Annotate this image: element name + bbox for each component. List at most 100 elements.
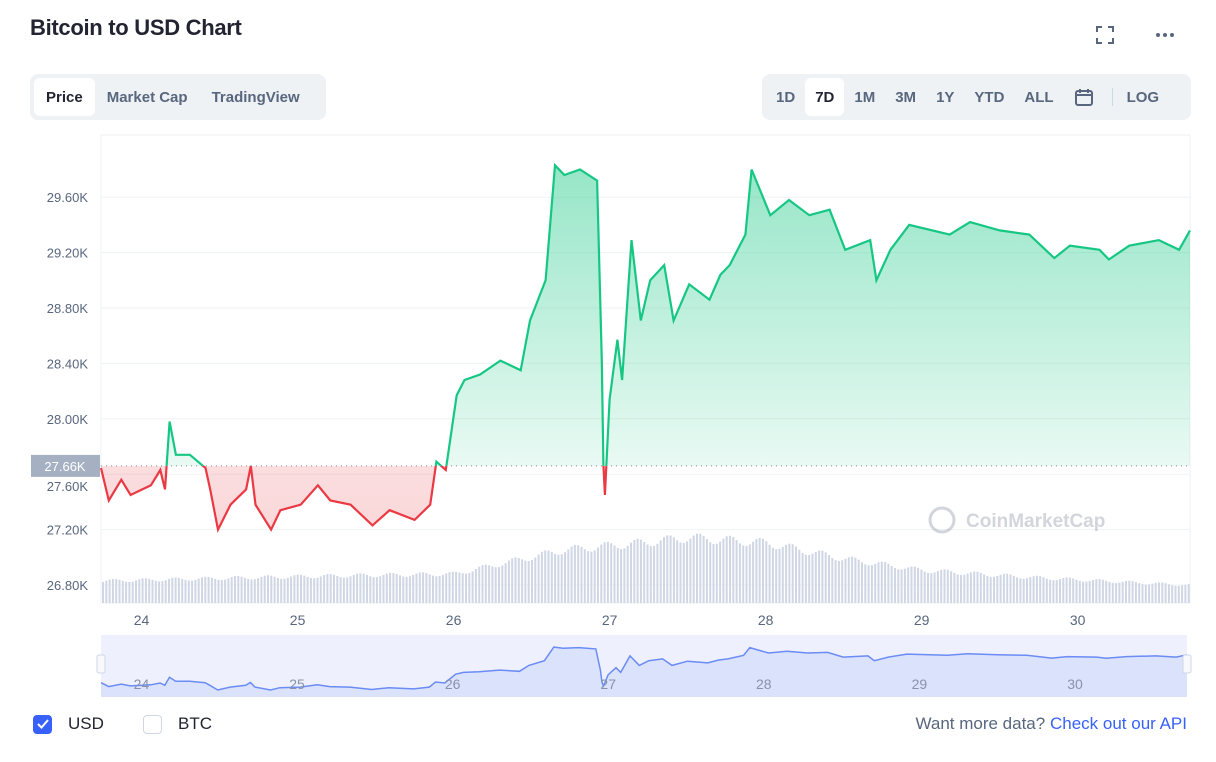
watermark: CoinMarketCap xyxy=(928,506,1105,534)
volume-bar xyxy=(191,580,194,603)
x-tick-label: 29 xyxy=(914,612,930,628)
volume-bar xyxy=(168,578,170,603)
tab-market-cap[interactable]: Market Cap xyxy=(106,88,188,106)
volume-bar xyxy=(1141,584,1144,603)
volume-bar xyxy=(445,573,448,603)
volume-bar xyxy=(894,568,896,603)
view-tabs: Price Market Cap TradingView xyxy=(30,74,326,120)
tab-tradingview[interactable]: TradingView xyxy=(211,88,300,106)
volume-bar xyxy=(808,554,811,603)
volume-bar xyxy=(240,576,243,603)
volume-bar xyxy=(1035,575,1038,603)
volume-bar xyxy=(253,579,256,603)
volume-bar xyxy=(712,544,715,603)
divider xyxy=(1111,88,1113,106)
volume-bar xyxy=(465,573,467,603)
volume-bar xyxy=(194,579,197,603)
volume-bar xyxy=(973,571,976,603)
volume-bar xyxy=(821,550,824,603)
volume-bar xyxy=(201,577,203,603)
tab-price[interactable]: Price xyxy=(34,78,95,116)
volume-bar xyxy=(296,574,299,603)
volume-bar xyxy=(263,575,266,603)
volume-bar xyxy=(207,576,210,603)
volume-bar xyxy=(709,542,712,603)
volume-bar xyxy=(507,560,510,603)
navigator-handle-right[interactable] xyxy=(1182,654,1192,674)
x-tick-label: 28 xyxy=(758,612,774,628)
volume-bar xyxy=(1085,581,1088,603)
api-link[interactable]: Check out our API xyxy=(1049,714,1187,733)
volume-bar xyxy=(801,552,804,603)
volume-bar xyxy=(105,580,108,603)
volume-bar xyxy=(517,557,520,603)
volume-bar xyxy=(1082,581,1085,603)
volume-bar xyxy=(177,577,180,603)
volume-bar xyxy=(979,572,982,603)
range-1m[interactable]: 1M xyxy=(854,88,876,106)
volume-bar xyxy=(1092,579,1094,603)
y-tick-label: 26.80K xyxy=(47,578,89,593)
range-ytd[interactable]: YTD xyxy=(974,88,1005,106)
volume-bar xyxy=(468,572,471,603)
volume-bar xyxy=(966,573,969,603)
volume-bar xyxy=(144,578,147,603)
btc-checkbox[interactable] xyxy=(143,714,162,734)
volume-bar xyxy=(1039,576,1042,603)
check-icon xyxy=(36,719,49,729)
range-7d[interactable]: 7D xyxy=(805,78,845,116)
volume-bar xyxy=(950,571,953,603)
volume-bar xyxy=(210,577,213,603)
volume-bar xyxy=(382,574,385,603)
volume-bar xyxy=(1158,582,1160,603)
log-toggle[interactable]: LOG xyxy=(1126,88,1160,106)
volume-bar xyxy=(494,567,497,603)
volume-bar xyxy=(128,582,131,603)
range-1y[interactable]: 1Y xyxy=(936,88,955,106)
volume-bar xyxy=(257,578,260,603)
volume-bar xyxy=(550,551,553,603)
range-3m[interactable]: 3M xyxy=(895,88,917,106)
x-tick-label: 25 xyxy=(290,612,306,628)
volume-bar xyxy=(1118,582,1121,603)
volume-bar xyxy=(696,533,698,603)
volume-bar xyxy=(1009,574,1012,603)
volume-bar xyxy=(649,546,652,603)
volume-bar xyxy=(580,546,583,603)
volume-bar xyxy=(1125,581,1127,603)
volume-bar xyxy=(102,581,104,603)
volume-bar xyxy=(907,567,910,603)
volume-bar xyxy=(204,576,207,603)
volume-bar xyxy=(755,539,758,603)
volume-bar xyxy=(626,545,629,603)
volume-bar xyxy=(521,559,524,603)
volume-bar xyxy=(138,579,141,603)
volume-bar xyxy=(283,578,286,603)
volume-bar xyxy=(567,549,570,603)
volume-bar xyxy=(478,566,481,603)
navigator-tick-label: 28 xyxy=(756,676,772,692)
fullscreen-button[interactable] xyxy=(1092,22,1118,48)
usd-label: USD xyxy=(68,714,104,733)
volume-bar xyxy=(616,548,619,603)
currency-usd[interactable]: USD xyxy=(33,714,104,734)
volume-bar xyxy=(1045,578,1048,603)
volume-bar xyxy=(356,573,359,603)
date-picker-button[interactable] xyxy=(1064,78,1104,116)
volume-bar xyxy=(1068,577,1071,603)
usd-checkbox[interactable] xyxy=(33,714,52,734)
range-all[interactable]: ALL xyxy=(1024,88,1054,106)
navigator-handle-left[interactable] xyxy=(96,654,106,674)
range-1d[interactable]: 1D xyxy=(776,88,796,106)
volume-bar xyxy=(432,575,434,603)
volume-bar xyxy=(564,552,566,603)
currency-btc[interactable]: BTC xyxy=(143,714,212,734)
volume-bar xyxy=(511,558,514,603)
more-button[interactable] xyxy=(1152,22,1178,48)
volume-bar xyxy=(699,533,702,603)
volume-bar xyxy=(890,565,893,603)
volume-bar xyxy=(729,535,731,603)
volume-bar xyxy=(910,566,913,603)
volume-bar xyxy=(702,535,705,603)
